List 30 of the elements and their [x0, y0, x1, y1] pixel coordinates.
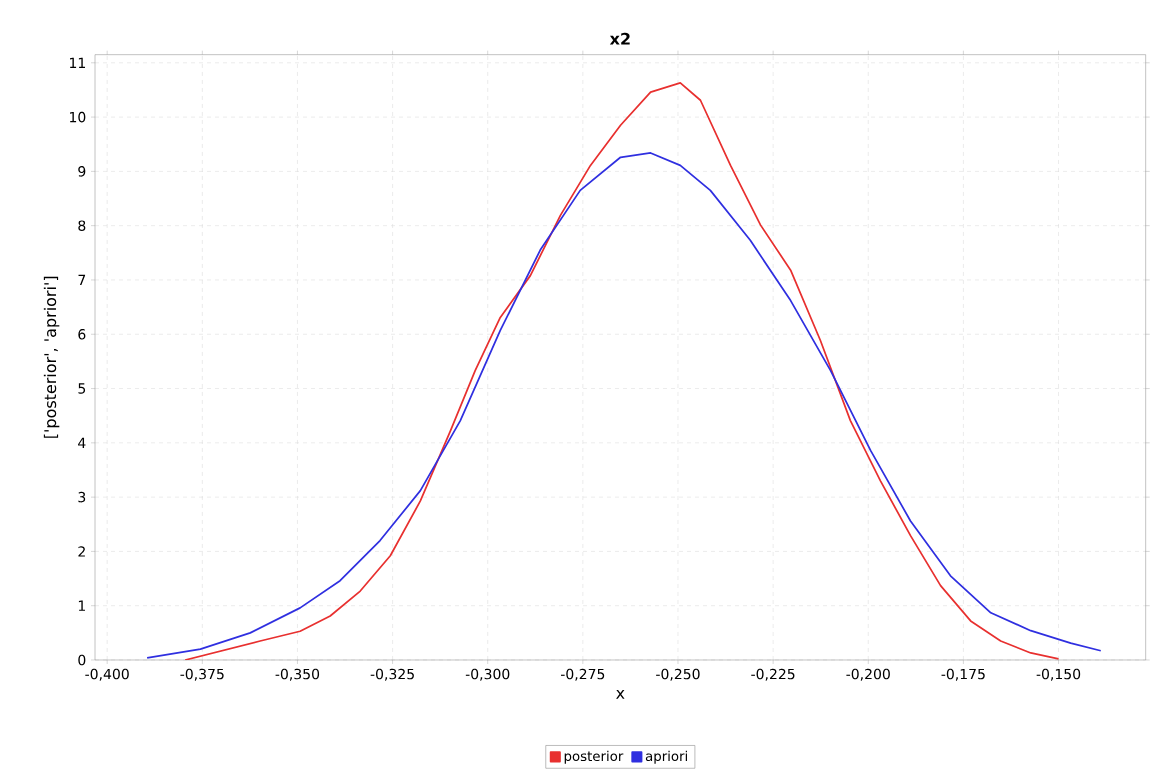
y-axis-title: ['posterior', 'apriori']	[43, 276, 60, 438]
chart-title: x2	[609, 32, 630, 45]
x-tick-label: -0,375	[180, 668, 224, 681]
x-tick-label: -0,225	[751, 668, 795, 681]
x-tick-label: -0,150	[1036, 668, 1081, 681]
x-tick-label: -0,200	[846, 668, 890, 681]
y-tick-label: 11	[70, 57, 85, 68]
x-tick-label: -0,400	[85, 668, 129, 681]
y-tick-label: 10	[70, 111, 86, 123]
line-series	[146, 152, 1102, 659]
x-tick-label: -0,250	[656, 668, 700, 681]
legend-label: posterior	[564, 750, 624, 764]
line-series	[184, 82, 1060, 660]
y-tick-label: 4	[78, 437, 86, 448]
y-tick-label: 1	[78, 600, 85, 611]
y-tick-label: 9	[78, 166, 86, 177]
y-tick-label: 7	[78, 274, 86, 286]
y-tick-label: 5	[78, 383, 86, 394]
x-tick-label: -0,325	[370, 668, 414, 681]
x-axis-title: x	[616, 689, 625, 699]
x-tick-label: -0,350	[275, 668, 320, 681]
y-tick-label: 6	[78, 328, 86, 340]
x-tick-label: -0,300	[465, 668, 510, 681]
y-tick-label: 3	[78, 491, 86, 503]
y-tick-label: 2	[78, 546, 85, 557]
y-tick-label: 8	[78, 220, 86, 231]
x-tick-label: -0,175	[941, 668, 985, 681]
y-tick-label: 0	[78, 654, 86, 666]
x-tick-label: -0,275	[560, 668, 605, 681]
legend-label: apriori	[645, 750, 687, 764]
